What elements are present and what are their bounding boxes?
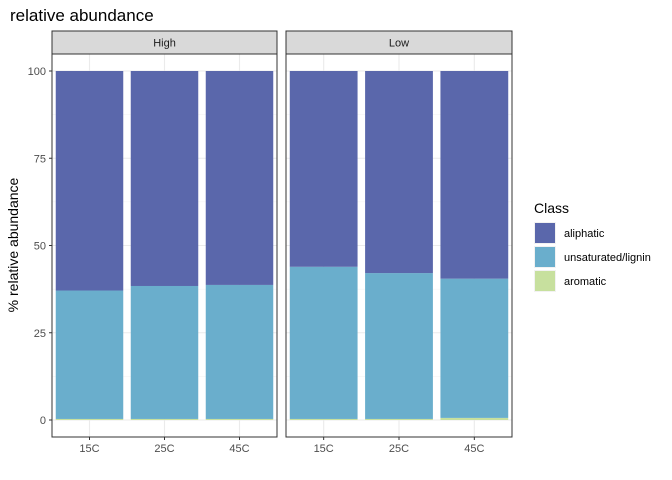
y-tick-label: 25 [34,328,46,340]
legend-title: Class [534,200,569,216]
bar-segment-aromatic [365,418,433,420]
legend-label: unsaturated/lignin [564,252,651,264]
legend-swatch-unsaturated-lignin [535,247,555,267]
y-tick-label: 100 [28,66,46,78]
x-tick-label: 25C [154,443,174,455]
bar-segment-aliphatic [55,71,124,291]
bar-segment-aromatic [440,417,509,420]
bar-segment-aromatic [130,418,199,420]
y-axis-title: % relative abundance [5,177,21,312]
y-tick-label: 75 [34,153,46,165]
legend-swatch-aromatic [535,271,555,291]
facet-strip [285,30,513,55]
bar-segment-unsaturated-lignin [130,285,199,419]
bar-segment-unsaturated-lignin [205,284,274,419]
bar-segment-aliphatic [205,71,274,285]
x-tick-label: 15C [314,443,334,455]
bar-segment-aliphatic [130,71,199,286]
bar-segment-unsaturated-lignin [440,278,509,418]
bar-segment-unsaturated-lignin [365,273,433,419]
x-tick-label: 15C [79,443,99,455]
facet-strip [51,30,278,55]
bar-segment-unsaturated-lignin [289,266,358,419]
bar-segment-aliphatic [440,71,509,279]
facet-panel-high: High 15C 25C 45C [51,30,278,455]
x-tick-label: 45C [464,443,484,455]
y-tick-label: 50 [34,241,46,253]
bar-segment-unsaturated-lignin [55,290,124,419]
legend-label: aromatic [564,276,607,288]
legend-swatch-aliphatic [535,223,555,243]
legend-label: aliphatic [564,228,605,240]
chart-title: relative abundance [10,6,154,25]
x-tick-label: 45C [229,443,249,455]
facet-panel-low: Low 15C 25C 45C [285,30,513,455]
facet-strip-label: Low [389,38,409,50]
bar-segment-aliphatic [289,71,358,267]
bar-segment-aromatic [205,418,274,420]
x-tick-label: 25C [389,443,409,455]
bar-segment-aromatic [55,418,124,420]
bar-segment-aromatic [289,418,358,420]
bar-segment-aliphatic [365,71,433,274]
y-tick-label: 0 [40,415,46,427]
facet-strip-label: High [153,38,176,50]
y-axis: 0 25 50 75 100 [28,66,52,427]
